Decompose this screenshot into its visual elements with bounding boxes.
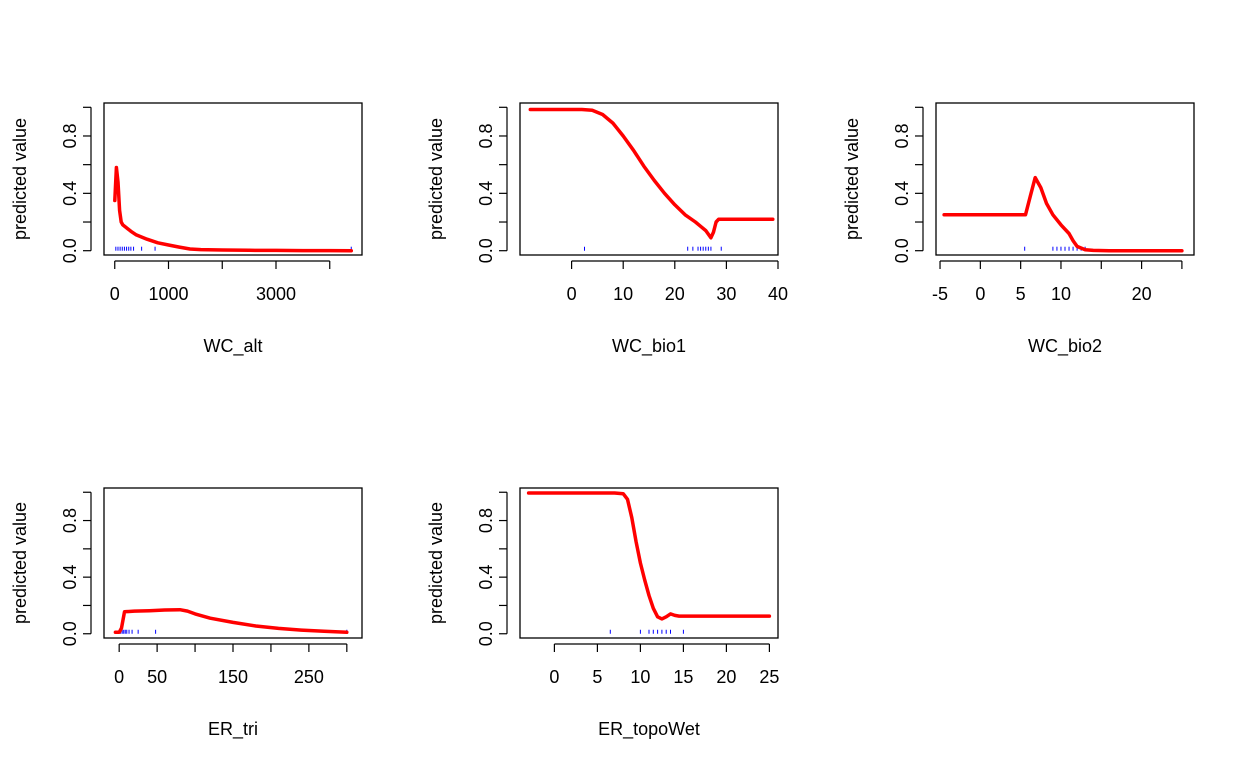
panel-1: 0 1000 3000 0.0 0.4 0.8 WC_alt predicted value [10,102,363,357]
x-tick-label: 0 [975,284,985,304]
x-tick-label: 40 [768,284,788,304]
y-tick-label: 0.8 [892,123,912,148]
x-tick-label: 25 [759,667,779,687]
x-tick-label: 10 [630,667,650,687]
y-tick-label: 0.0 [60,621,80,646]
x-tick-label: 1000 [148,284,188,304]
plot-frame [103,487,363,639]
y-axis-title: predicted value [426,118,446,240]
x-tick-label: 3000 [256,284,296,304]
y-tick-label: 0.0 [892,238,912,263]
y-tick-label: 0.4 [892,181,912,206]
panel-3: -5 0 5 10 20 0.0 0.4 0.8 WC_bio2 predicted value [842,102,1195,357]
y-tick-label: 0.0 [476,621,496,646]
x-tick-label: 15 [673,667,693,687]
x-tick-label: 50 [147,667,167,687]
y-tick-label: 0.8 [60,508,80,533]
y-axis-title: predicted value [426,502,446,624]
x-tick-label: 0 [549,667,559,687]
x-tick-label: 30 [716,284,736,304]
plot-frame [519,102,779,256]
y-tick-label: 0.4 [476,181,496,206]
response-curve [113,607,349,635]
x-tick-label: -5 [932,284,948,304]
y-axis-title: predicted value [10,118,30,240]
x-tick-label: 0 [114,667,124,687]
x-axis-title: ER_tri [208,719,258,740]
response-curve [526,491,772,621]
x-tick-label: 5 [1016,284,1026,304]
x-tick-label: 10 [1051,284,1071,304]
response-curve [528,107,775,240]
plot-frame [935,102,1195,256]
y-tick-label: 0.4 [476,565,496,590]
y-tick-label: 0.8 [476,123,496,148]
x-axis-title: ER_topoWet [598,719,700,740]
y-tick-label: 0.8 [476,508,496,533]
x-axis-title: WC_alt [203,336,262,357]
panel-4: 0 50 150 250 0.0 0.4 0.8 ER_tri predicted value [10,487,363,740]
y-tick-label: 0.8 [60,123,80,148]
response-curve [942,175,1184,253]
response-curve [113,165,354,253]
panel-2: 0 10 20 30 40 0.0 0.4 0.8 WC_bio1 predicted value [426,102,788,357]
y-tick-label: 0.0 [60,238,80,263]
y-axis-title: predicted value [10,502,30,624]
x-tick-label: 20 [665,284,685,304]
x-axis-title: WC_bio2 [1028,336,1102,357]
x-tick-label: 10 [613,284,633,304]
x-tick-label: 20 [716,667,736,687]
plot-frame [103,102,363,256]
x-tick-label: 5 [592,667,602,687]
y-axis-title: predicted value [842,118,862,240]
x-tick-label: 20 [1132,284,1152,304]
x-tick-label: 0 [110,284,120,304]
x-tick-label: 150 [218,667,248,687]
y-tick-label: 0.0 [476,238,496,263]
y-tick-label: 0.4 [60,565,80,590]
y-tick-label: 0.4 [60,181,80,206]
panel-5: 0 5 10 15 20 25 0.0 0.4 0.8 ER_topoWet predicted v… [426,487,779,740]
x-tick-label: 0 [567,284,577,304]
x-tick-label: 250 [294,667,324,687]
x-axis-title: WC_bio1 [612,336,686,357]
plot-frame [519,487,779,639]
